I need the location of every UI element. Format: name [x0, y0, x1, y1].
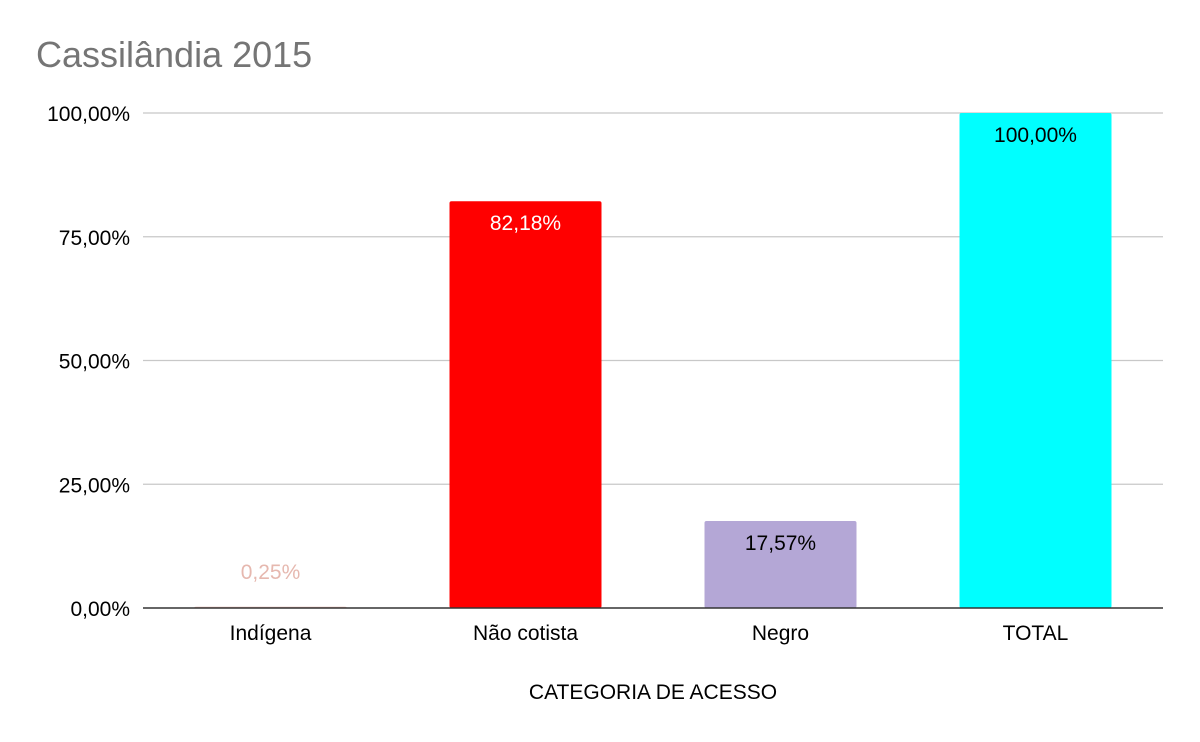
chart-title: Cassilândia 2015 [36, 34, 313, 75]
x-tick-label: Negro [752, 622, 809, 645]
bar [704, 521, 857, 608]
value-label: 17,57% [745, 532, 816, 555]
y-tick-label: 100,00% [47, 103, 130, 126]
value-label: 82,18% [490, 212, 561, 235]
x-axis-ticks: Indígena Não cotista Negro TOTAL [230, 622, 1069, 645]
x-tick-label: TOTAL [1003, 622, 1069, 645]
value-label: 100,00% [994, 124, 1077, 147]
value-label: 0,25% [241, 561, 301, 584]
y-tick-label: 75,00% [59, 227, 130, 250]
bar [449, 201, 602, 609]
y-tick-label: 50,00% [59, 351, 130, 374]
y-axis-ticks: 0,00% 25,00% 50,00% 75,00% 100,00% [47, 103, 130, 621]
bars [194, 113, 1112, 609]
x-tick-label: Indígena [230, 622, 312, 645]
x-axis-title: CATEGORIA DE ACESSO [529, 681, 777, 704]
bar [959, 113, 1112, 608]
value-labels: 0,25% 82,18% 17,57% 100,00% [241, 124, 1077, 584]
x-tick-label: Não cotista [473, 622, 578, 645]
y-tick-label: 0,00% [70, 598, 130, 621]
y-tick-label: 25,00% [59, 474, 130, 497]
